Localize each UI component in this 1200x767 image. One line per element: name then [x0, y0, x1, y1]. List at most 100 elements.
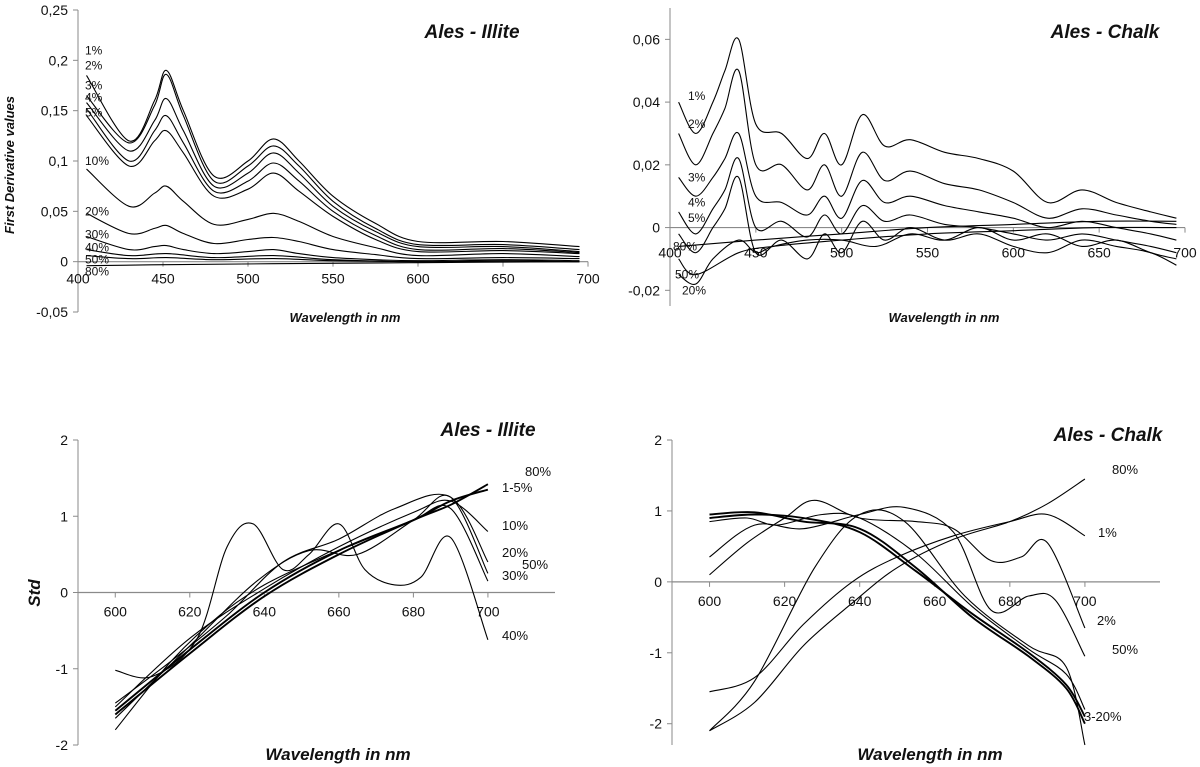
x-tick-label: 550	[916, 245, 940, 261]
series-line-1pct	[709, 513, 1086, 693]
y-tick-label: 2	[60, 432, 68, 448]
series-label: 2%	[85, 58, 103, 72]
series-line-1pct	[86, 69, 580, 248]
y-axis-label: First Derivative values	[2, 96, 17, 234]
series-line-4pct	[678, 157, 1177, 254]
series-label: 3-20%	[1084, 709, 1122, 724]
y-tick-label: -2	[56, 737, 69, 753]
x-tick-label: 660	[923, 593, 947, 609]
series-label: 1%	[688, 89, 706, 103]
chart-chalk-std: -2 -1 0 1 2 600 620 640 660 680 700 80% 1% 2% 50% 3-20%…	[650, 425, 1164, 764]
x-tick-label: 400	[658, 245, 682, 261]
x-tick-label: 680	[402, 604, 426, 620]
series-line-2pct	[86, 73, 580, 251]
chart-title: Ales - Illite	[423, 22, 519, 43]
y-tick-label: 0,15	[41, 103, 68, 119]
series-label: 4%	[85, 91, 103, 105]
y-tick-label: 1	[60, 508, 68, 524]
x-axis-label: Wavelength in nm	[290, 310, 401, 325]
y-axis-label: Std	[25, 579, 44, 607]
chart-illite-std: -2 -1 0 1 2 600 620 640 660 680 700 80%1-5% 10% 20%50…	[25, 420, 555, 764]
series-label: 1%	[85, 43, 103, 57]
series-label: 1-5%	[502, 480, 533, 495]
x-tick-label: 700	[1173, 245, 1197, 261]
series-label: 4%	[688, 195, 706, 209]
series-line-50pct	[114, 494, 489, 719]
series-label: 3%	[85, 79, 103, 93]
series-line-4pct	[86, 108, 580, 254]
series-line-50pct	[709, 506, 1086, 657]
x-tick-label: 640	[848, 593, 872, 609]
series-line-20pct	[678, 227, 1177, 285]
x-tick-label: 700	[1073, 593, 1097, 609]
x-tick-label: 680	[998, 593, 1022, 609]
x-tick-label: 640	[253, 604, 277, 620]
series-label: 5%	[688, 211, 706, 225]
series-line-1-5pct	[114, 488, 489, 712]
y-tick-label: -1	[650, 645, 663, 661]
y-tick-label: 1	[654, 503, 662, 519]
y-tick-label: -0,05	[36, 304, 68, 320]
x-tick-label: 660	[327, 604, 351, 620]
x-tick-label: 620	[773, 593, 797, 609]
series-label: 80%	[1112, 462, 1138, 477]
series-label: 50%	[85, 253, 109, 267]
series-line-20pct	[86, 212, 580, 260]
x-tick-label: 600	[406, 271, 430, 287]
series-line-80pct	[709, 478, 1086, 732]
y-tick-label: 2	[654, 432, 662, 448]
y-tick-label: 0,05	[41, 203, 68, 219]
series-line-3pct	[678, 131, 1177, 241]
series-line-20pct	[114, 493, 489, 704]
y-tick-label: 0,02	[633, 157, 660, 173]
series-line-80pct	[678, 220, 1177, 247]
series-line-2pct	[709, 499, 1086, 629]
series-line-1pct	[678, 37, 1177, 219]
series-label: 20%	[85, 204, 109, 218]
series-label: 80%	[525, 464, 551, 479]
series-label: 2%	[1097, 613, 1116, 628]
series-line-80pct	[86, 261, 580, 267]
x-tick-label: 600	[104, 604, 128, 620]
y-tick-label: 0	[60, 254, 68, 270]
series-label: 30%	[85, 227, 109, 241]
series-label: 40%	[85, 241, 109, 255]
series-line-50pct	[678, 226, 1177, 276]
series-label: 2%	[688, 117, 706, 131]
y-tick-label: -1	[56, 661, 69, 677]
x-axis-label: Wavelength in nm	[857, 745, 1002, 764]
series-line-40pct	[115, 522, 489, 679]
series-line-40pct	[86, 249, 580, 263]
series-label: 10%	[502, 518, 528, 533]
series-label: 3%	[688, 170, 706, 184]
series-label: 20%	[682, 283, 706, 297]
series-line-30pct	[114, 504, 489, 731]
series-label: 1%	[1098, 525, 1117, 540]
series-line-5pct	[86, 115, 580, 255]
y-tick-label: 0,2	[49, 52, 69, 68]
series-label: 5%	[85, 106, 103, 120]
series-label: 20%	[502, 545, 528, 560]
chart-title: Ales - Illite	[439, 420, 535, 441]
series-label: 10%	[85, 154, 109, 168]
x-axis-label: Wavelength in nm	[265, 745, 410, 764]
series-label: 80%	[85, 265, 109, 279]
series-label: 50%	[675, 268, 699, 282]
x-tick-label: 700	[576, 271, 600, 287]
series-line-10pct	[114, 499, 489, 708]
series-line-2pct	[678, 68, 1177, 225]
y-tick-label: -2	[650, 716, 663, 732]
series-label: 50%	[522, 557, 548, 572]
x-axis-label: Wavelength in nm	[889, 310, 1000, 325]
x-tick-label: 700	[476, 604, 500, 620]
x-tick-label: 650	[1087, 245, 1111, 261]
series-line-3pct	[86, 98, 580, 253]
y-tick-label: 0,1	[49, 153, 69, 169]
x-tick-label: 500	[236, 271, 260, 287]
series-line-10pct	[86, 168, 580, 258]
series-line	[709, 511, 1086, 725]
y-tick-label: 0,04	[633, 94, 660, 110]
series-label: 50%	[1112, 642, 1138, 657]
y-tick-label: 0	[60, 585, 68, 601]
